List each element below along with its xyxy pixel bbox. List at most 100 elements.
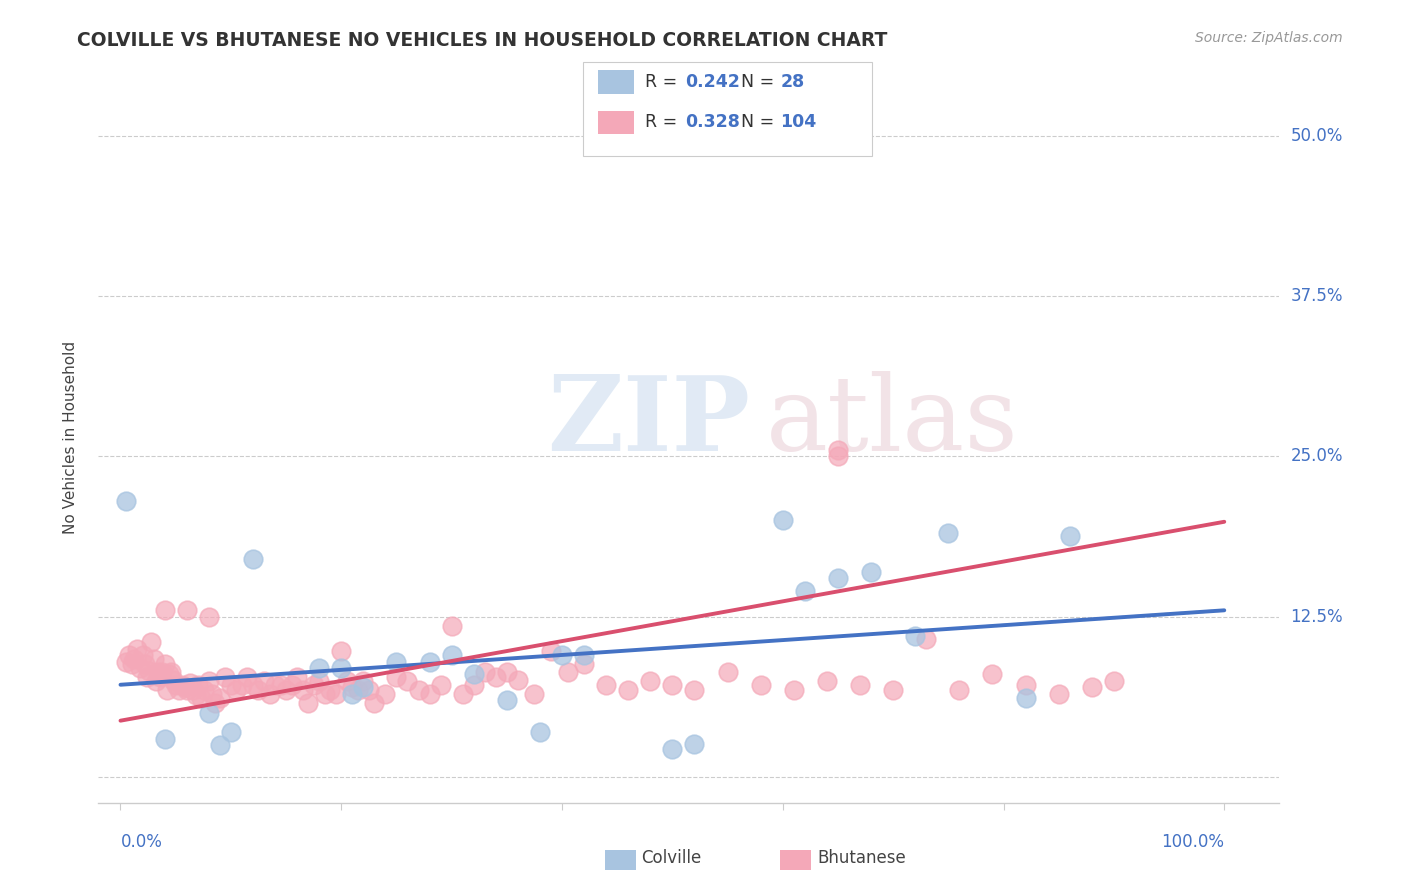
Point xyxy=(882,682,904,697)
Text: 28: 28 xyxy=(780,73,804,91)
Point xyxy=(176,682,198,697)
Point xyxy=(291,682,314,697)
Point xyxy=(198,706,221,720)
Point xyxy=(827,442,849,457)
Point xyxy=(572,648,595,663)
Point xyxy=(523,687,546,701)
Point xyxy=(540,644,562,658)
Text: R =: R = xyxy=(645,113,683,131)
Point xyxy=(749,678,772,692)
Point xyxy=(440,648,463,663)
Point xyxy=(187,678,209,692)
Point xyxy=(314,687,336,701)
Point xyxy=(352,681,374,695)
Point xyxy=(201,687,224,701)
Point xyxy=(849,678,872,692)
Point xyxy=(176,603,198,617)
Point xyxy=(948,682,970,697)
Point xyxy=(231,678,253,692)
Point xyxy=(595,678,617,692)
Point xyxy=(1102,673,1125,688)
Point xyxy=(815,673,838,688)
Point xyxy=(783,682,806,697)
Point xyxy=(495,665,517,679)
Point xyxy=(247,682,270,697)
Point xyxy=(661,678,683,692)
Text: 0.0%: 0.0% xyxy=(121,833,162,851)
Point xyxy=(149,670,172,684)
Point xyxy=(325,687,347,701)
Point xyxy=(342,681,364,695)
Point xyxy=(363,696,385,710)
Point xyxy=(242,552,264,566)
Text: 12.5%: 12.5% xyxy=(1291,607,1343,625)
Point xyxy=(1014,678,1036,692)
Point xyxy=(529,725,551,739)
Text: N =: N = xyxy=(741,73,780,91)
Point xyxy=(219,725,242,739)
Point xyxy=(167,682,190,697)
Point xyxy=(208,690,231,705)
Point xyxy=(183,682,205,697)
Point xyxy=(184,688,207,702)
Point xyxy=(336,673,359,688)
Point xyxy=(429,678,451,692)
Text: R =: R = xyxy=(645,73,683,91)
Point xyxy=(190,690,212,705)
Point xyxy=(772,514,794,528)
Point xyxy=(557,665,579,679)
Point xyxy=(827,571,849,585)
Point xyxy=(661,742,683,756)
Text: 50.0%: 50.0% xyxy=(1291,127,1343,145)
Point xyxy=(129,661,152,675)
Point xyxy=(419,655,441,669)
Point xyxy=(506,673,529,687)
Point xyxy=(827,450,849,464)
Point xyxy=(118,648,141,663)
Point xyxy=(936,526,959,541)
Text: N =: N = xyxy=(741,113,780,131)
Point xyxy=(1047,687,1070,701)
Point xyxy=(156,682,179,697)
Point xyxy=(342,687,364,701)
Point xyxy=(683,737,706,751)
Point xyxy=(198,609,221,624)
Point xyxy=(374,687,396,701)
Point xyxy=(280,678,302,692)
Text: Colville: Colville xyxy=(641,849,702,867)
Text: 0.328: 0.328 xyxy=(685,113,740,131)
Point xyxy=(153,603,176,617)
Point xyxy=(495,693,517,707)
Text: COLVILLE VS BHUTANESE NO VEHICLES IN HOUSEHOLD CORRELATION CHART: COLVILLE VS BHUTANESE NO VEHICLES IN HOU… xyxy=(77,31,887,50)
Point xyxy=(297,696,319,710)
Point xyxy=(915,632,938,646)
Point xyxy=(396,673,419,688)
Point xyxy=(451,687,474,701)
Point xyxy=(115,655,138,669)
Point xyxy=(474,665,496,679)
Point xyxy=(308,673,330,688)
Point xyxy=(308,661,330,675)
Point xyxy=(285,670,308,684)
Text: 0.242: 0.242 xyxy=(685,73,740,91)
Point xyxy=(115,494,138,508)
Point xyxy=(572,657,595,672)
Point xyxy=(242,678,264,692)
Point xyxy=(193,682,215,697)
Point xyxy=(214,670,236,684)
Point xyxy=(131,648,153,663)
Point xyxy=(173,681,195,695)
Point xyxy=(204,696,226,710)
Point xyxy=(208,738,231,752)
Point xyxy=(551,648,574,663)
Point xyxy=(683,682,706,697)
Point xyxy=(141,635,163,649)
Point xyxy=(860,565,883,579)
Point xyxy=(352,673,374,688)
Point xyxy=(330,661,353,675)
Text: 37.5%: 37.5% xyxy=(1291,287,1343,305)
Text: Source: ZipAtlas.com: Source: ZipAtlas.com xyxy=(1195,31,1343,45)
Point xyxy=(259,687,281,701)
Point xyxy=(179,676,201,690)
Point xyxy=(981,667,1004,681)
